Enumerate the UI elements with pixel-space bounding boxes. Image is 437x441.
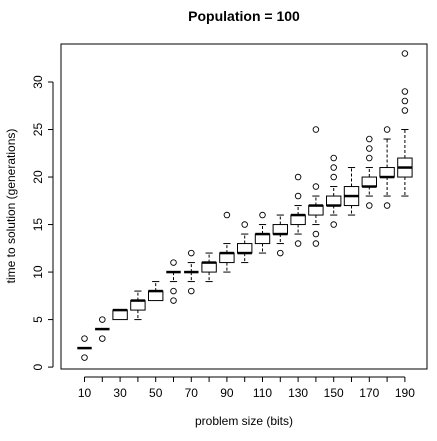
outlier-point: [81, 335, 88, 342]
outlier-point: [99, 335, 106, 342]
x-tick-label: 30: [113, 386, 127, 400]
outlier-point: [366, 145, 373, 152]
outlier-point: [241, 221, 248, 228]
box-130: [290, 173, 306, 247]
y-tick-label: 15: [31, 218, 45, 232]
box-160: [343, 167, 360, 216]
outlier-point: [81, 354, 88, 361]
box-80: [201, 252, 217, 283]
box-70: [184, 249, 199, 295]
outlier-point: [330, 154, 337, 162]
outlier-point: [223, 211, 231, 219]
y-tick-label: 25: [31, 123, 45, 137]
outlier-point: [170, 259, 177, 266]
x-tick-label: 70: [185, 386, 199, 400]
box-90: [219, 211, 235, 273]
box-120: [272, 214, 289, 257]
x-tick-label: 170: [359, 386, 379, 400]
box-110: [254, 211, 271, 254]
box-iqr: [379, 167, 395, 178]
box-iqr: [290, 214, 306, 226]
outlier-point: [294, 240, 302, 247]
box-20: [95, 316, 110, 342]
outlier-point: [383, 202, 391, 209]
x-tick-label: 50: [149, 386, 163, 400]
box-iqr: [130, 300, 146, 311]
plot-frame: [60, 43, 428, 370]
y-tick-label: 0: [31, 363, 45, 370]
x-tick-label: 130: [288, 386, 308, 400]
outlier-point: [330, 164, 337, 171]
outlier-point: [401, 107, 409, 114]
box-190: [397, 50, 413, 197]
box-iqr: [112, 309, 128, 321]
outlier-point: [312, 126, 320, 133]
box-iqr: [272, 224, 289, 235]
box-iqr: [201, 262, 217, 273]
outlier-point: [312, 183, 320, 190]
outlier-point: [312, 230, 320, 238]
box-180: [379, 126, 395, 209]
x-tick-label: 150: [324, 386, 344, 400]
y-axis: 0 5 10 15 20 25 30: [31, 75, 54, 370]
outlier-point: [170, 297, 177, 304]
outlier-point: [366, 202, 373, 209]
y-tick-label: 5: [31, 316, 45, 323]
outlier-point: [401, 50, 409, 57]
box-iqr: [148, 290, 164, 302]
box-30: [112, 308, 128, 321]
y-axis-label: time to solution (generations): [4, 129, 18, 284]
outlier-point: [401, 88, 409, 95]
x-axis: 10 30 50 70 90 110 130 150 170 190: [78, 376, 415, 400]
outlier-point: [312, 240, 320, 247]
y-tick-label: 20: [31, 170, 45, 184]
box-170: [361, 135, 378, 209]
outlier-point: [99, 316, 106, 323]
box-40: [130, 290, 146, 321]
outlier-point: [277, 249, 284, 257]
outlier-point: [170, 287, 177, 295]
outlier-point: [330, 221, 337, 228]
chart-title: Population = 100: [188, 8, 300, 24]
x-axis-label: problem size (bits): [195, 414, 293, 428]
outlier-point: [401, 97, 409, 105]
box-60: [166, 259, 181, 304]
box-100: [237, 221, 253, 264]
outlier-point: [188, 249, 195, 257]
x-tick-label: 10: [78, 386, 92, 400]
x-tick-label: 90: [220, 386, 234, 400]
outlier-point: [188, 287, 195, 295]
box-140: [308, 126, 324, 247]
outlier-point: [383, 126, 391, 133]
outlier-point: [294, 192, 302, 200]
box-iqr: [254, 233, 271, 245]
outlier-point: [366, 135, 373, 143]
box-iqr: [326, 195, 342, 207]
box-iqr: [361, 176, 378, 188]
outlier-point: [330, 173, 337, 181]
box-50: [148, 281, 164, 302]
box-iqr: [237, 243, 253, 254]
outlier-point: [259, 211, 266, 219]
x-tick-label: 190: [395, 386, 415, 400]
box-iqr: [219, 252, 235, 264]
y-tick-label: 10: [31, 265, 45, 279]
outlier-point: [294, 173, 302, 181]
box-10: [77, 335, 92, 361]
box-150: [326, 154, 342, 228]
outlier-point: [366, 154, 373, 162]
y-tick-label: 30: [31, 75, 45, 89]
box-iqr: [308, 205, 324, 216]
x-tick-label: 110: [253, 386, 272, 400]
box-series: [77, 50, 413, 361]
